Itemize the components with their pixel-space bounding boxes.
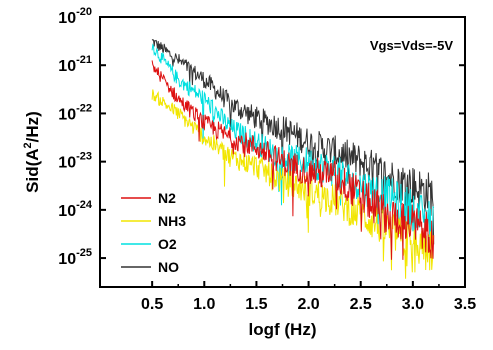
series-line-o2 (151, 43, 435, 256)
y-axis-title-tail: /Hz) (23, 111, 42, 142)
x-tick-label: 2.0 (297, 296, 319, 313)
x-tick-label: 2.5 (350, 296, 372, 313)
y-tick-label: 10-21 (58, 54, 92, 75)
legend-label-n2: N2 (158, 190, 176, 206)
x-axis-title: logf (Hz) (249, 320, 317, 339)
x-tick-label: 1.0 (193, 296, 215, 313)
y-tick-label: 10-20 (58, 6, 92, 27)
x-axis-ticks: 0.5 1.0 1.5 2.0 2.5 3.0 3.5 (141, 281, 476, 313)
x-tick-label: 1.5 (245, 296, 267, 313)
x-tick-label: 3.5 (454, 296, 476, 313)
y-axis-title-superscript: 2 (22, 142, 34, 148)
y-axis-title: Sid(A2/Hz) (22, 111, 42, 193)
y-axis-title-main: Sid(A (23, 148, 42, 192)
legend: N2 NH3 O2 NO (121, 190, 186, 275)
y-axis-ticks: 10-25 10-24 10-23 10-22 10-21 10-20 (58, 6, 465, 268)
y-tick-label: 10-23 (58, 151, 92, 172)
y-tick-label: 10-24 (58, 199, 93, 220)
series-line-n2 (151, 60, 435, 260)
legend-label-no: NO (158, 259, 179, 275)
series-line-no (151, 38, 435, 245)
x-tick-label: 0.5 (141, 296, 163, 313)
bias-annotation: Vgs=Vds=-5V (370, 38, 453, 53)
legend-label-nh3: NH3 (158, 213, 186, 229)
legend-label-o2: O2 (158, 236, 177, 252)
y-tick-label: 10-22 (58, 102, 92, 123)
series-layer (151, 38, 435, 279)
y-tick-label: 10-25 (58, 247, 92, 268)
x-tick-label: 3.0 (402, 296, 424, 313)
